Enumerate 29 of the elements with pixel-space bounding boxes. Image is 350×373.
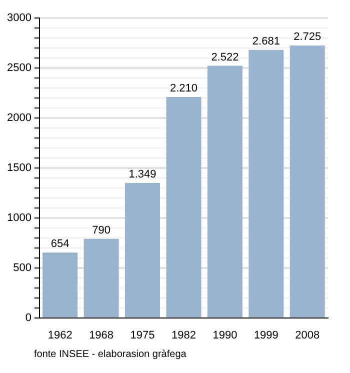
- x-tick-label: 1990: [212, 329, 238, 342]
- data-label: 2.725: [294, 31, 322, 44]
- x-tick-label: 1982: [171, 329, 196, 342]
- y-tick-label: 2000: [6, 112, 32, 124]
- x-tick-label: 1999: [254, 329, 278, 342]
- y-tick-label: 3000: [6, 12, 32, 24]
- bar: [42, 252, 78, 318]
- bar: [207, 66, 242, 318]
- data-label: 654: [50, 238, 70, 250]
- bar: [166, 96, 202, 318]
- x-tick-label: 2008: [295, 329, 320, 342]
- y-tick-label: 1000: [6, 212, 32, 224]
- bar: [84, 238, 119, 318]
- bar: [290, 45, 325, 318]
- x-tick-label: 1962: [48, 329, 72, 342]
- x-tick-label: 1975: [130, 329, 155, 342]
- data-label: 1.349: [128, 168, 156, 181]
- y-tick-label: 0: [25, 312, 32, 324]
- bar: [125, 182, 160, 318]
- y-tick-label: 500: [13, 262, 32, 274]
- source-note: fonte INSEE - elaborasion gràfega: [34, 349, 188, 360]
- y-tick-label: 1500: [6, 162, 32, 174]
- y-tick-label: 2500: [6, 62, 32, 74]
- data-label: 2.681: [252, 35, 280, 48]
- x-tick-label: 1968: [89, 329, 114, 342]
- data-label: 790: [92, 224, 110, 236]
- data-label: 2.522: [211, 51, 239, 64]
- bar: [248, 50, 284, 318]
- data-label: 2.210: [170, 82, 198, 94]
